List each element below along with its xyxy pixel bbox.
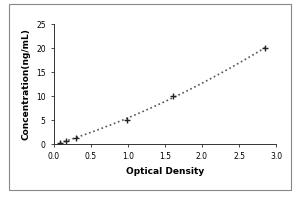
- Y-axis label: Concentration(ng/mL): Concentration(ng/mL): [22, 28, 31, 140]
- X-axis label: Optical Density: Optical Density: [126, 167, 204, 176]
